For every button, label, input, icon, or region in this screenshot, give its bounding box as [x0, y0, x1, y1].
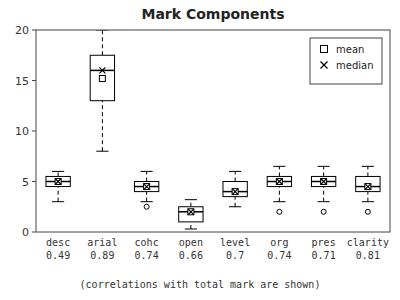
box: [267, 176, 291, 186]
correlation-label: 0.89: [90, 250, 114, 261]
median-marker: [276, 179, 282, 185]
legend-label: mean: [336, 44, 364, 55]
correlation-label: 0.74: [135, 250, 159, 261]
x-tick-label: pres: [312, 237, 336, 248]
median-marker: [232, 189, 238, 195]
lower-cap: [229, 206, 241, 207]
legend-label: median: [336, 60, 374, 71]
lower-cap: [52, 201, 64, 202]
y-tick-label: 5: [22, 176, 29, 189]
box: [46, 176, 70, 186]
mean-marker: [232, 189, 238, 195]
x-tick-label: arial: [87, 237, 117, 248]
lower-cap: [318, 201, 330, 202]
legend-box: [310, 38, 382, 84]
median-marker: [99, 67, 105, 73]
correlation-label: 0.71: [312, 250, 336, 261]
lower-whisker: [146, 192, 147, 202]
median-marker: [55, 179, 61, 185]
box: [134, 182, 158, 192]
box: [179, 207, 203, 222]
lower-whisker: [367, 192, 368, 202]
title: Mark Components: [141, 6, 284, 22]
lower-cap: [273, 201, 285, 202]
upper-cap: [318, 166, 330, 167]
x-tick-label: cohc: [135, 237, 159, 248]
lower-cap: [96, 151, 108, 152]
mean-marker: [365, 184, 371, 190]
box: [356, 176, 380, 191]
lower-cap: [141, 201, 153, 202]
median-marker: [144, 184, 150, 190]
box: [223, 182, 247, 197]
lower-whisker: [323, 187, 324, 202]
x-tick-label: org: [270, 237, 288, 248]
correlation-label: 0.74: [267, 250, 291, 261]
y-tick-label: 15: [15, 75, 29, 88]
upper-whisker: [58, 171, 59, 176]
upper-whisker: [279, 166, 280, 176]
subtitle: (correlations with total mark are shown): [80, 279, 321, 290]
y-tick: [32, 80, 36, 81]
upper-whisker: [235, 171, 236, 181]
upper-cap: [362, 166, 374, 167]
upper-cap: [52, 171, 64, 172]
correlation-label: 0.66: [179, 250, 203, 261]
lower-whisker: [235, 197, 236, 207]
mean-marker: [99, 75, 105, 81]
x-tick-label: open: [179, 237, 203, 248]
flier: [365, 209, 370, 214]
correlation-label: 0.81: [356, 250, 380, 261]
mean-marker: [276, 179, 282, 185]
median-marker: [188, 209, 194, 215]
lower-whisker: [279, 187, 280, 202]
legend-symbol: [321, 62, 328, 69]
lower-whisker: [58, 187, 59, 202]
upper-cap: [229, 171, 241, 172]
median-marker: [365, 184, 371, 190]
upper-whisker: [367, 166, 368, 176]
median-marker: [321, 179, 327, 185]
mean-marker: [188, 209, 194, 215]
upper-whisker: [146, 171, 147, 181]
upper-cap: [141, 171, 153, 172]
mean-marker: [321, 179, 327, 185]
x-tick-label: desc: [46, 237, 70, 248]
y-tick: [32, 181, 36, 182]
y-tick: [32, 232, 36, 233]
y-tick-label: 0: [22, 226, 29, 239]
mean-marker: [144, 184, 150, 190]
upper-cap: [185, 199, 197, 200]
box: [90, 55, 114, 100]
flier: [144, 204, 149, 209]
flier: [277, 209, 282, 214]
y-tick: [32, 131, 36, 132]
lower-cap: [362, 201, 374, 202]
lower-cap: [185, 228, 197, 229]
legend: mean median: [310, 38, 382, 84]
mean-marker: [55, 179, 61, 185]
lower-whisker: [102, 101, 103, 152]
upper-whisker: [323, 166, 324, 176]
lower-whisker: [190, 222, 191, 229]
y-tick: [32, 30, 36, 31]
flier: [321, 209, 326, 214]
y-tick-label: 20: [15, 24, 29, 37]
x-tick-label: clarity: [347, 237, 389, 248]
box: [311, 176, 335, 186]
upper-cap: [273, 166, 285, 167]
x-tick-label: level: [220, 237, 250, 248]
y-tick-label: 10: [15, 125, 29, 138]
correlation-label: 0.7: [226, 250, 244, 261]
legend-symbol: [321, 46, 328, 53]
upper-whisker: [102, 30, 103, 55]
upper-whisker: [190, 200, 191, 207]
chart: Mark Components 0 5 10 15 20 desc 0.49 arial 0.89…: [0, 0, 400, 300]
correlation-label: 0.49: [46, 250, 70, 261]
plot-frame: [36, 30, 390, 232]
